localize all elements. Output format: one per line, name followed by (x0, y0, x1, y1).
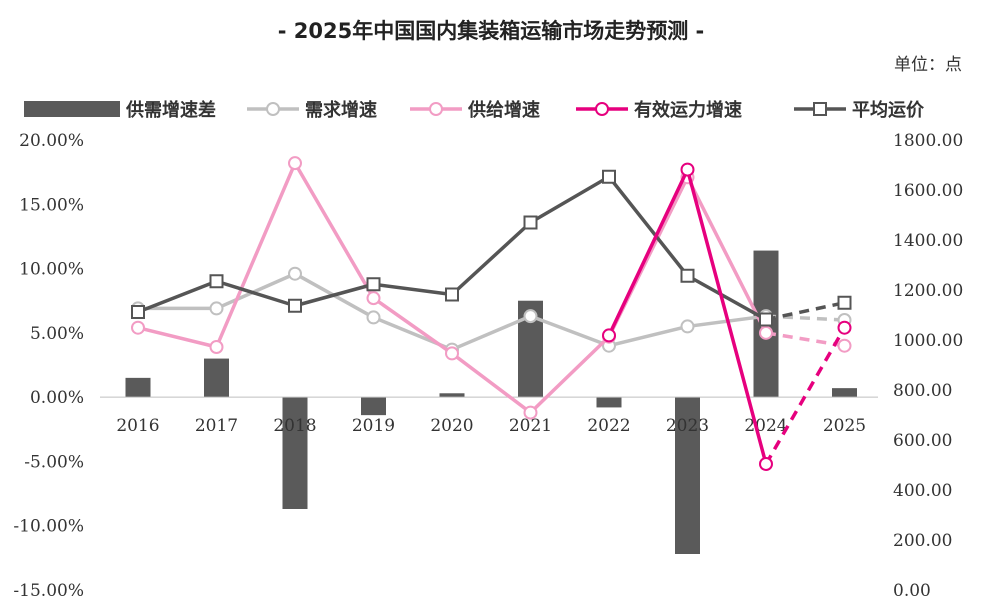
bar (439, 393, 465, 398)
right-tick-label: 1400.00 (893, 231, 963, 251)
bar (832, 388, 857, 398)
left-tick-label: -15.00% (13, 581, 84, 601)
right-tick-label: 0.00 (893, 581, 931, 601)
bar (204, 358, 229, 398)
right-tick-label: 1600.00 (893, 181, 963, 201)
legend-swatch (24, 101, 120, 117)
series-marker (759, 325, 773, 340)
bar-series (125, 250, 857, 554)
x-tick-label: 2016 (116, 416, 159, 436)
x-axis: 2016 2017 2018 2019 2020 2021 2022 2023 2024 2025 (116, 416, 866, 436)
left-tick-label: -5.00% (24, 452, 84, 472)
unit-label: 单位：点 (894, 55, 962, 75)
x-tick-label: 2023 (666, 416, 709, 436)
series-marker (680, 162, 695, 177)
legend-marker (595, 102, 609, 116)
series-marker (837, 295, 852, 310)
legend-label: 平均运价 (852, 99, 925, 121)
x-tick-label: 2017 (195, 416, 238, 436)
legend: 供需增速差 需求增速 供给增速 有效运力增速 平均运价 (24, 99, 925, 121)
series-marker (209, 301, 224, 316)
line-series (131, 156, 852, 471)
series-marker (523, 215, 538, 230)
series-marker (602, 328, 616, 343)
x-tick-label: 2020 (430, 416, 473, 436)
right-tick-label: 1000.00 (893, 331, 963, 351)
x-tick-label: 2025 (823, 416, 866, 436)
series-marker (209, 340, 224, 354)
series-marker (837, 338, 852, 353)
series-marker (288, 266, 302, 281)
bar (596, 397, 622, 408)
legend-marker (266, 102, 280, 116)
series-marker (445, 287, 459, 302)
legend-marker (429, 102, 443, 116)
series-forecast-line (765, 301, 845, 322)
series-forecast-line (764, 326, 847, 465)
series-marker (131, 305, 145, 319)
right-tick-label: 200.00 (893, 531, 952, 551)
series-marker (366, 291, 381, 306)
x-tick-label: 2018 (273, 416, 316, 436)
series-marker (209, 274, 224, 289)
left-tick-label: 20.00% (19, 131, 84, 151)
series-marker (680, 319, 695, 334)
bar (282, 397, 308, 509)
left-tick-label: 5.00% (30, 324, 84, 344)
left-tick-label: 0.00% (30, 388, 84, 408)
right-tick-label: 800.00 (893, 381, 952, 401)
legend-label: 有效运力增速 (634, 99, 742, 121)
x-tick-label: 2019 (352, 416, 395, 436)
series-forecast-line (765, 314, 845, 322)
legend-label: 供需增速差 (125, 99, 216, 121)
series-marker (523, 405, 538, 420)
legend-label: 供给增速 (467, 99, 540, 121)
series-marker (523, 309, 538, 324)
series-marker (837, 320, 852, 335)
series-marker (680, 268, 695, 283)
legend-label: 需求增速 (305, 99, 377, 121)
right-axis: 1800.00 1600.00 1400.00 1200.00 1000.00 800.0… (893, 131, 963, 601)
bar (125, 377, 151, 398)
x-tick-label: 2024 (744, 416, 787, 436)
series-marker (445, 346, 459, 361)
legend-marker (813, 102, 827, 116)
chart-title: - 2025年中国国内集装箱运输市场走势预测 - (278, 19, 705, 43)
right-tick-label: 400.00 (893, 481, 952, 501)
right-tick-label: 600.00 (893, 431, 952, 451)
x-tick-label: 2021 (509, 416, 552, 436)
series-forecast-line (765, 331, 845, 348)
left-tick-label: -10.00% (13, 517, 84, 537)
series-marker (288, 156, 302, 171)
right-tick-label: 1200.00 (893, 281, 963, 301)
series-marker (759, 312, 773, 327)
bar (675, 397, 700, 554)
left-axis: 20.00% 15.00% 10.00% 5.00% 0.00% -5.00% -10.00… (13, 131, 84, 601)
left-tick-label: 15.00% (19, 195, 84, 215)
bar (361, 397, 386, 416)
left-tick-label: 10.00% (19, 260, 84, 280)
x-tick-label: 2022 (587, 416, 630, 436)
series-marker (602, 169, 616, 184)
right-tick-label: 1800.00 (893, 131, 963, 151)
series-marker (131, 320, 145, 335)
series-marker (366, 277, 381, 292)
series-marker (366, 310, 381, 325)
series-marker (759, 457, 773, 471)
series-marker (288, 298, 302, 313)
